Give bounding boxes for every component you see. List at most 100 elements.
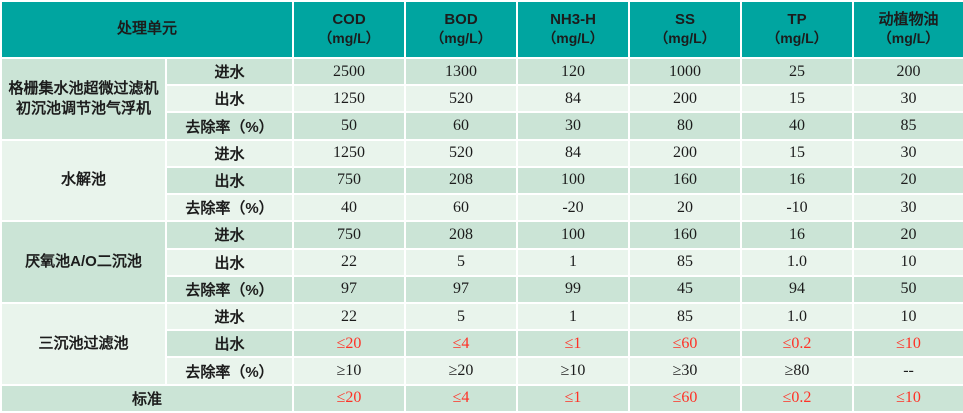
row-type-cell: 去除率（%） — [164, 356, 295, 386]
value-cell: 100 — [516, 165, 631, 196]
value-cell: 40 — [292, 193, 407, 223]
row-type-cell: 去除率（%） — [164, 111, 295, 141]
value-cell: -10 — [740, 193, 855, 223]
column-header-unit: （mg/L） — [542, 30, 604, 47]
row-type-cell: 出水 — [164, 165, 295, 196]
value-cell: 200 — [628, 138, 743, 168]
table-row: 去除率（%） 50 60 30 80 40 85 — [1, 111, 963, 141]
row-type-cell: 出水 — [164, 329, 295, 359]
value-cell: 50 — [852, 274, 963, 304]
value-cell: 85 — [852, 111, 963, 141]
group-label-cell: 水解池 — [0, 138, 167, 223]
value-cell: ≥20 — [404, 356, 519, 386]
value-cell: ≤10 — [852, 329, 963, 359]
value-cell: 20 — [628, 193, 743, 223]
column-header-name: BOD — [444, 11, 478, 29]
value-cell: 20 — [852, 165, 963, 196]
header-row: 处理单元 COD （mg/L） BOD （mg/L） NH3-H （mg/L） SS （mg/… — [0, 0, 963, 59]
value-cell: 97 — [292, 274, 407, 304]
column-header-name: NH3-H — [550, 11, 596, 29]
row-type-cell: 进水 — [164, 138, 295, 168]
value-cell: 84 — [516, 138, 631, 168]
table-row: 去除率（%） 97 97 99 45 94 50 — [1, 274, 963, 304]
row-type-cell: 去除率（%） — [164, 274, 295, 304]
value-cell: ≤1 — [516, 383, 631, 413]
value-cell: -- — [852, 356, 963, 386]
column-header: TP （mg/L） — [740, 0, 855, 59]
value-cell: 520 — [404, 138, 519, 168]
value-cell: 10 — [852, 247, 963, 277]
value-cell: 100 — [516, 220, 631, 250]
value-cell: 85 — [628, 247, 743, 277]
table-row: 出水 750 208 100 160 16 20 — [1, 165, 963, 196]
value-cell: 1 — [516, 247, 631, 277]
column-header-unit: （mg/L） — [654, 30, 716, 47]
table-body: 格栅集水池超微过滤机初沉池调节池气浮机 进水 2500 1300 120 1000 25 20… — [0, 56, 963, 413]
value-cell: 520 — [404, 84, 519, 114]
value-cell: ≥30 — [628, 356, 743, 386]
value-cell: 200 — [628, 84, 743, 114]
value-cell: 94 — [740, 274, 855, 304]
value-cell: 85 — [628, 301, 743, 332]
column-header-unit: （mg/L） — [318, 30, 380, 47]
value-cell: 40 — [740, 111, 855, 141]
column-header: SS （mg/L） — [628, 0, 743, 59]
value-cell: ≤20 — [292, 329, 407, 359]
table-row: 出水 1250 520 84 200 15 30 — [1, 84, 963, 114]
value-cell: 208 — [404, 220, 519, 250]
value-cell: 50 — [292, 111, 407, 141]
column-header-unit: （mg/L） — [877, 30, 940, 47]
value-cell: 1000 — [628, 56, 743, 87]
column-header-name: COD — [332, 11, 366, 29]
value-cell: 84 — [516, 84, 631, 114]
group-label-cell: 格栅集水池超微过滤机初沉池调节池气浮机 — [0, 57, 167, 141]
value-cell: 5 — [404, 247, 519, 277]
value-cell: 1 — [516, 301, 631, 332]
value-cell: -20 — [516, 193, 631, 223]
value-cell: 208 — [404, 165, 519, 196]
value-cell: 10 — [852, 301, 963, 332]
value-cell: 160 — [628, 220, 743, 250]
value-cell: ≥10 — [516, 356, 631, 386]
column-header-name: 动植物油 — [878, 11, 939, 29]
value-cell: ≤4 — [404, 329, 519, 359]
value-cell: 45 — [628, 274, 743, 304]
value-cell: 2500 — [292, 56, 407, 87]
value-cell: 750 — [292, 165, 407, 196]
column-header-name: SS — [675, 11, 696, 29]
value-cell: 750 — [292, 220, 407, 250]
value-cell: 30 — [852, 84, 963, 114]
value-cell: 1.0 — [740, 247, 855, 277]
value-cell: 1250 — [292, 138, 407, 168]
value-cell: ≥80 — [740, 356, 855, 386]
value-cell: 20 — [852, 220, 963, 250]
standard-label-cell: 标准 — [0, 383, 295, 413]
column-header: COD （mg/L） — [292, 0, 407, 59]
value-cell: 80 — [628, 111, 743, 141]
value-cell: 60 — [404, 193, 519, 223]
value-cell: 1.0 — [740, 301, 855, 332]
value-cell: 1250 — [292, 84, 407, 114]
value-cell: 200 — [852, 56, 963, 87]
value-cell: 22 — [292, 301, 407, 332]
unit-header-cell: 处理单元 — [0, 0, 295, 59]
value-cell: 16 — [740, 220, 855, 250]
column-header-unit: （mg/L） — [766, 30, 828, 47]
value-cell: 5 — [404, 301, 519, 332]
column-header: NH3-H （mg/L） — [516, 0, 631, 59]
table-row: 出水 22 5 1 85 1.0 10 — [1, 247, 963, 277]
table-row: 三沉池过滤池 进水 22 5 1 85 1.0 10 — [0, 301, 963, 386]
value-cell: ≤60 — [628, 383, 743, 413]
value-cell: 22 — [292, 247, 407, 277]
row-type-cell: 进水 — [164, 301, 295, 332]
value-cell: 99 — [516, 274, 631, 304]
column-header-name: TP — [787, 11, 807, 29]
value-cell: 60 — [404, 111, 519, 141]
value-cell: ≤20 — [292, 383, 407, 413]
row-type-cell: 出水 — [164, 84, 295, 114]
value-cell: 120 — [516, 56, 631, 87]
value-cell: 1300 — [404, 56, 519, 87]
column-header: BOD （mg/L） — [404, 0, 519, 59]
value-cell: 15 — [740, 84, 855, 114]
row-type-cell: 去除率（%） — [164, 193, 295, 223]
